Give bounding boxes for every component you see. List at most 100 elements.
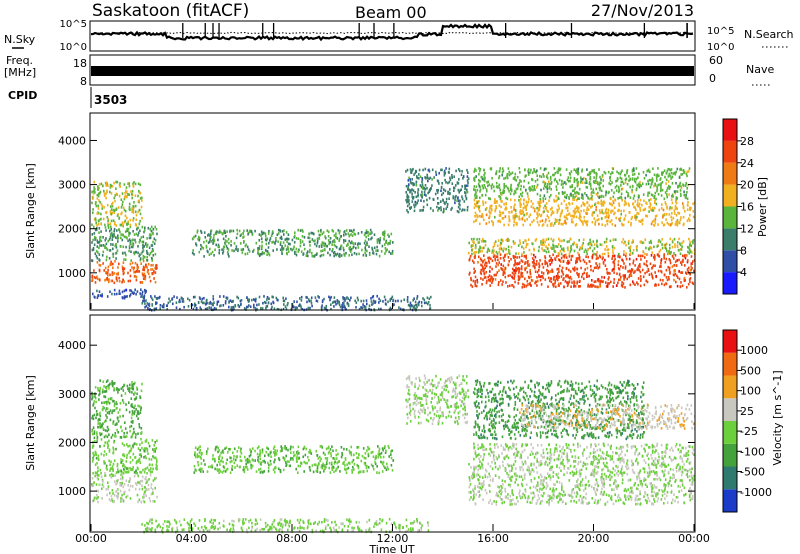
scatter-cell <box>590 265 592 268</box>
scatter-cell <box>500 221 502 224</box>
scatter-cell <box>468 242 470 245</box>
scatter-cell <box>122 486 124 489</box>
scatter-cell <box>139 254 141 257</box>
scatter-cell <box>105 267 107 270</box>
scatter-cell <box>125 190 127 193</box>
scatter-cell <box>661 194 663 197</box>
scatter-cell <box>671 172 673 175</box>
scatter-cell <box>137 245 139 248</box>
scatter-cell <box>421 191 423 194</box>
scatter-cell <box>524 267 526 270</box>
scatter-cell <box>474 177 476 180</box>
scatter-cell <box>97 426 99 429</box>
scatter-cell <box>143 496 145 499</box>
scatter-cell <box>356 253 358 256</box>
scatter-cell <box>139 270 141 273</box>
scatter-cell <box>100 236 102 239</box>
scatter-cell <box>680 281 682 284</box>
scatter-cell <box>498 281 500 284</box>
scatter-cell <box>510 173 512 176</box>
scatter-cell <box>475 244 477 247</box>
scatter-cell <box>98 418 100 421</box>
scatter-cell <box>620 213 622 216</box>
scatter-cell <box>527 280 529 283</box>
scatter-cell <box>622 266 624 269</box>
scatter-cell <box>120 499 122 502</box>
scatter-cell <box>311 252 313 255</box>
scatter-cell <box>536 238 538 241</box>
scatter-cell <box>545 278 547 281</box>
scatter-cell <box>107 444 109 447</box>
scatter-cell <box>598 196 600 199</box>
scatter-cell <box>111 203 113 206</box>
scatter-cell <box>374 247 376 250</box>
scatter-cell <box>582 178 584 181</box>
scatter-cell <box>355 306 357 309</box>
scatter-cell <box>685 184 687 187</box>
scatter-cell <box>527 195 529 198</box>
scatter-cell <box>479 185 481 188</box>
scatter-cell <box>635 218 637 221</box>
scatter-cell <box>516 263 518 266</box>
scatter-cell <box>268 301 270 304</box>
scatter-cell <box>600 200 602 203</box>
scatter-cell <box>132 445 134 448</box>
scatter-cell <box>562 183 564 186</box>
scatter-cell <box>474 215 476 218</box>
scatter-cell <box>629 263 631 266</box>
scatter-cell <box>576 257 578 260</box>
scatter-cell <box>317 237 319 240</box>
scatter-cell <box>496 201 498 204</box>
scatter-cell <box>147 271 149 274</box>
scatter-cell <box>91 276 93 279</box>
scatter-cell <box>578 276 580 279</box>
scatter-cell <box>122 239 124 242</box>
scatter-cell <box>636 189 638 192</box>
scatter-cell <box>508 260 510 263</box>
colorbar-tick-label: 24 <box>740 157 754 170</box>
scatter-cell <box>231 230 233 233</box>
scatter-cell <box>114 494 116 497</box>
scatter-cell <box>620 184 622 187</box>
scatter-cell <box>587 201 589 204</box>
scatter-cell <box>501 239 503 242</box>
scatter-cell <box>596 257 598 260</box>
scatter-cell <box>485 271 487 274</box>
scatter-cell <box>300 245 302 248</box>
scatter-cell <box>156 477 158 480</box>
scatter-cell <box>594 267 596 270</box>
scatter-cell <box>115 432 117 435</box>
scatter-cell <box>208 233 210 236</box>
scatter-cell <box>660 279 662 282</box>
scatter-cell <box>149 276 151 279</box>
scatter-cell <box>296 307 298 310</box>
scatter-cell <box>550 214 552 217</box>
scatter-cell <box>478 215 480 218</box>
scatter-cell <box>499 167 501 170</box>
scatter-cell <box>613 278 615 281</box>
scatter-cell <box>371 300 373 303</box>
scatter-cell <box>630 245 632 248</box>
scatter-cell <box>525 261 527 264</box>
scatter-cell <box>150 486 152 489</box>
scatter-cell <box>131 239 133 242</box>
scatter-cell <box>600 256 602 259</box>
scatter-cell <box>473 238 475 241</box>
scatter-cell <box>199 251 201 254</box>
scatter-cell <box>582 194 584 197</box>
scatter-cell <box>357 299 359 302</box>
scatter-cell <box>301 299 303 302</box>
scatter-cell <box>543 266 545 269</box>
scatter-cell <box>544 194 546 197</box>
scatter-cell <box>131 417 133 420</box>
scatter-cell <box>129 289 131 292</box>
scatter-cell <box>586 275 588 278</box>
scatter-cell <box>130 259 132 262</box>
scatter-cell <box>148 478 150 481</box>
scatter-cell <box>500 214 502 217</box>
scatter-cell <box>203 297 205 300</box>
scatter-cell <box>590 284 592 287</box>
scatter-cell <box>93 226 95 229</box>
scatter-cell <box>117 431 119 434</box>
scatter-cell <box>559 222 561 225</box>
